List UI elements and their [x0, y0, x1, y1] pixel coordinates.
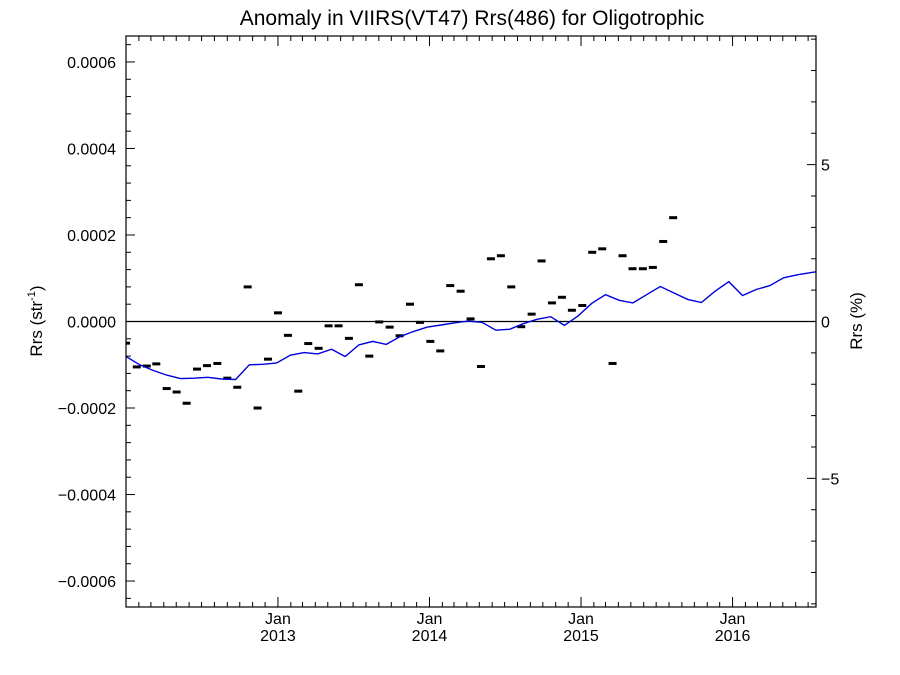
x-tick-label-year: 2015: [563, 628, 599, 645]
x-tick-label-year: 2014: [412, 628, 448, 645]
anomaly-point: [527, 312, 536, 316]
x-tick-label-year: 2013: [260, 628, 296, 645]
anomaly-point: [395, 334, 404, 338]
anomaly-point: [172, 390, 181, 394]
x-tick-label-month: Jan: [568, 611, 594, 628]
y-tick-label-left: −0.0006: [58, 574, 116, 591]
anomaly-point: [466, 317, 475, 321]
anomaly-point: [456, 289, 465, 293]
anomaly-point: [223, 376, 232, 380]
y-tick-label-left: 0.0004: [67, 141, 116, 158]
x-tick-label-month: Jan: [720, 611, 746, 628]
anomaly-point: [517, 325, 526, 329]
anomaly-point: [659, 239, 668, 243]
left-axis: 0.0006 0.0004 0.0002 0.0000 −0.0002 −0.0004 −0…: [58, 44, 135, 599]
anomaly-point: [547, 301, 556, 305]
anomaly-point: [415, 320, 424, 324]
anomaly-point: [294, 389, 303, 393]
y-axis-label-left-close: ): [27, 285, 46, 291]
anomaly-point: [126, 341, 130, 345]
right-axis: 5 0 −5: [807, 38, 839, 605]
y-axis-label-left: Rrs (str-1): [26, 285, 46, 356]
anomaly-point: [476, 364, 485, 368]
anomaly-point: [557, 295, 566, 299]
chart-title: Anomaly in VIIRS(VT47) Rrs(486) for Olig…: [240, 7, 705, 30]
anomaly-point: [365, 354, 374, 358]
running-mean-line: [126, 271, 816, 381]
y-tick-label-right: −5: [821, 471, 839, 488]
anomaly-point: [142, 364, 151, 368]
anomaly-point: [375, 320, 384, 324]
x-tick-label-year: 2016: [715, 628, 751, 645]
anomaly-point: [344, 336, 353, 340]
anomaly-point: [243, 285, 252, 289]
plot-area: [126, 216, 816, 410]
anomaly-point: [669, 216, 678, 220]
anomaly-point: [354, 283, 363, 287]
y-tick-label-left: −0.0002: [58, 401, 116, 418]
anomaly-point: [436, 349, 445, 353]
y-tick-label-left: 0.0006: [67, 55, 116, 72]
anomaly-point: [132, 365, 141, 369]
anomaly-point: [273, 311, 282, 315]
anomaly-point: [567, 308, 576, 312]
anomaly-point: [608, 361, 617, 365]
anomaly-point: [334, 324, 343, 328]
anomaly-point: [233, 385, 242, 389]
y-axis-label-right: Rrs (%): [847, 292, 866, 350]
anomaly-point: [202, 364, 211, 368]
y-tick-label-left: −0.0004: [58, 488, 116, 505]
y-tick-label-right: 5: [821, 158, 830, 175]
anomaly-point: [507, 285, 516, 289]
anomaly-point: [213, 361, 222, 365]
y-tick-label-left: 0.0002: [67, 228, 116, 245]
x-tick-label-month: Jan: [417, 611, 443, 628]
x-tick-label-month: Jan: [265, 611, 291, 628]
anomaly-point: [405, 302, 414, 306]
anomaly-point: [152, 362, 161, 366]
anomaly-point: [578, 303, 587, 307]
anomaly-point: [385, 325, 394, 329]
y-tick-label-left: 0.0000: [67, 315, 116, 332]
y-axis-label-left-superscript: -1: [26, 291, 38, 301]
y-axis-label-left-text: Rrs (str: [27, 301, 46, 357]
anomaly-point: [486, 257, 495, 261]
anomaly-point: [628, 267, 637, 271]
anomaly-point: [304, 342, 313, 346]
anomaly-point: [253, 406, 262, 410]
anomaly-point: [598, 247, 607, 251]
y-tick-label-right: 0: [821, 315, 830, 332]
anomaly-point: [162, 387, 171, 391]
anomaly-point: [192, 367, 201, 371]
anomaly-point: [638, 267, 647, 271]
anomaly-point: [537, 259, 546, 263]
anomaly-point: [588, 250, 597, 254]
anomaly-point: [324, 324, 333, 328]
anomaly-point: [648, 265, 657, 269]
anomaly-point: [283, 333, 292, 337]
anomaly-point: [618, 254, 627, 258]
anomaly-point: [263, 357, 272, 361]
anomaly-point: [182, 401, 191, 405]
anomaly-point: [446, 284, 455, 288]
anomaly-point: [426, 339, 435, 343]
anomaly-point: [314, 346, 323, 350]
anomaly-point: [496, 254, 505, 258]
